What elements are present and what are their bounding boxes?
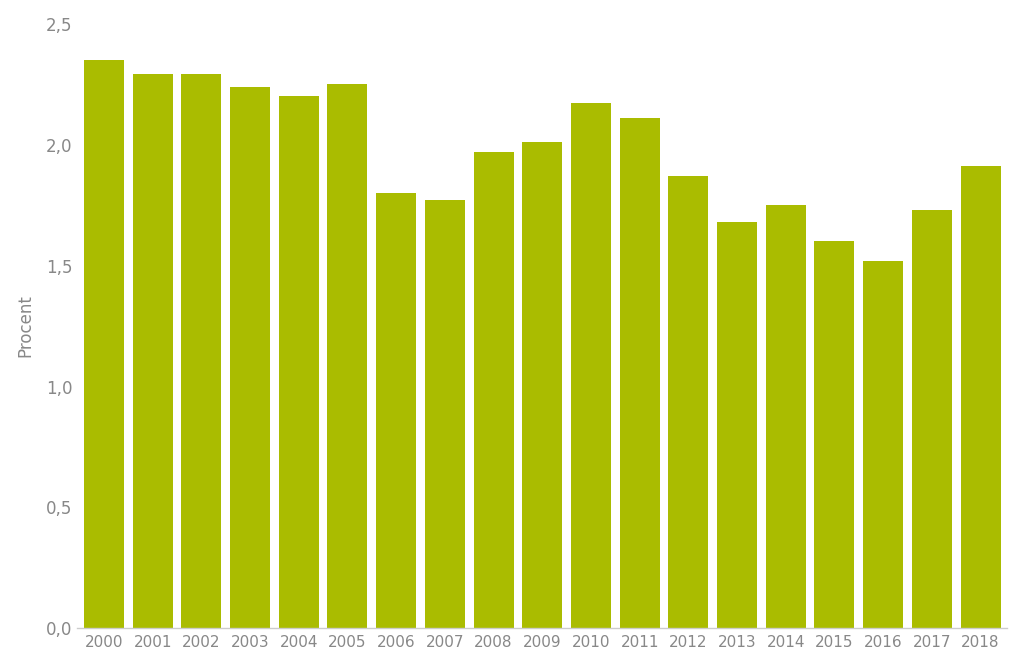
Bar [961,166,1000,628]
Bar [230,87,270,628]
Bar [571,103,611,628]
Bar [279,96,318,628]
Bar [84,60,124,628]
Bar [766,205,806,628]
Bar [133,75,173,628]
Bar [912,210,952,628]
Bar [669,176,709,628]
Bar [181,75,221,628]
Y-axis label: Procent: Procent [16,295,35,358]
Bar [814,241,854,628]
Bar [425,200,465,628]
Bar [717,222,757,628]
Bar [620,118,659,628]
Bar [473,152,513,628]
Bar [522,142,562,628]
Bar [376,193,416,628]
Bar [328,84,368,628]
Bar [863,261,903,628]
